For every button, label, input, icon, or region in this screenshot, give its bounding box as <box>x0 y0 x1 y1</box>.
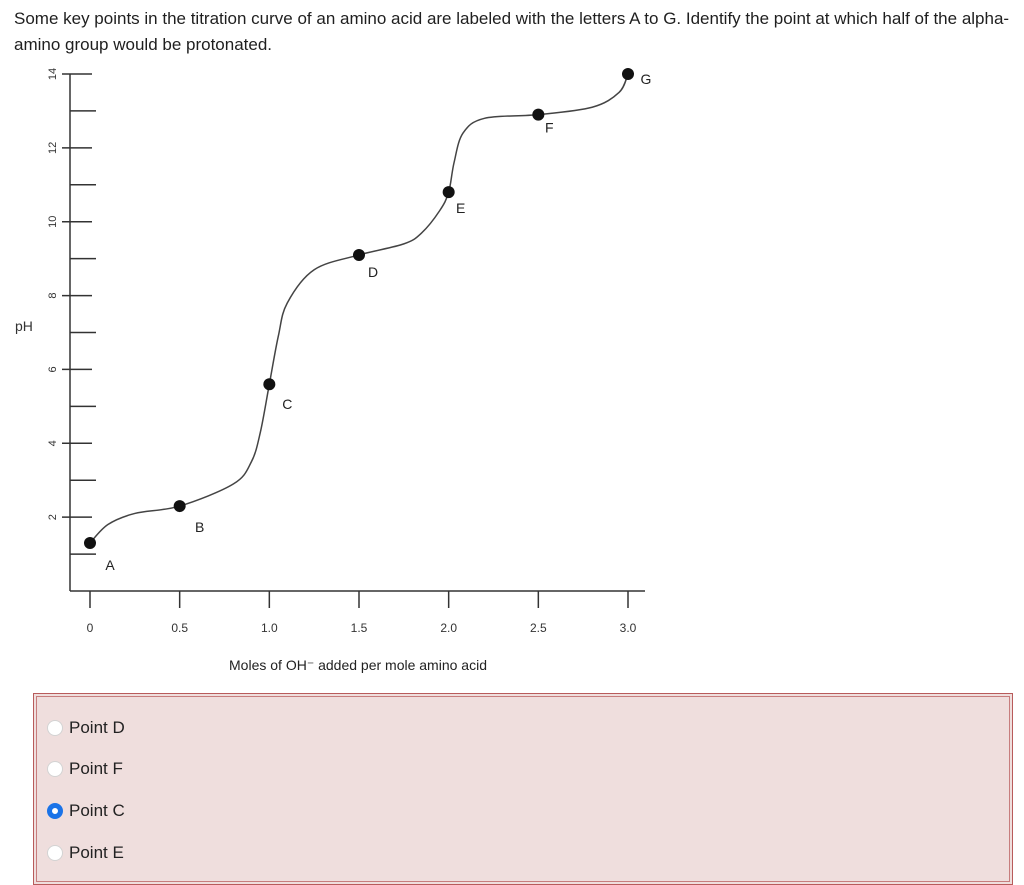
x-tick-label: 3.0 <box>620 621 637 635</box>
answer-options: Point D Point F Point C Point E <box>33 693 1013 885</box>
y-tick-label: 14 <box>47 68 59 80</box>
point-f-marker <box>532 108 545 121</box>
point-g-marker <box>622 68 634 80</box>
x-tick-label: 1.5 <box>351 621 368 635</box>
y-tick-label: 2 <box>47 514 59 520</box>
x-tick-label: 0 <box>87 621 94 635</box>
point-d-label: D <box>368 264 378 280</box>
titration-chart: 2 4 6 8 10 12 14 0 0.5 1.0 1.5 2.0 2.5 3.0 A B C D E F G pH… <box>15 68 652 673</box>
x-tick-label: 2.5 <box>530 621 547 635</box>
option-label: Point F <box>69 759 123 778</box>
point-b-marker <box>173 500 186 513</box>
radio-point-d[interactable] <box>47 720 63 736</box>
option-point-f[interactable]: Point F <box>47 756 123 782</box>
x-tick-label: 2.0 <box>440 621 457 635</box>
point-c-marker <box>263 378 276 391</box>
option-label: Point E <box>69 843 124 862</box>
point-b-label: B <box>195 519 204 535</box>
x-axis-label: Moles of OH⁻ added per mole amino acid <box>229 657 487 673</box>
y-tick-label: 8 <box>47 293 59 299</box>
point-a-label: A <box>105 557 115 573</box>
radio-point-c[interactable] <box>47 803 63 819</box>
option-label: Point D <box>69 718 125 737</box>
point-g-label: G <box>641 71 652 87</box>
radio-point-f[interactable] <box>47 761 63 777</box>
point-f-label: F <box>545 120 554 136</box>
y-tick-label: 12 <box>47 142 59 154</box>
y-axis-label: pH <box>15 318 33 334</box>
point-a-marker <box>84 536 96 549</box>
option-point-d[interactable]: Point D <box>47 715 125 741</box>
point-c-label: C <box>282 396 292 412</box>
option-point-c[interactable]: Point C <box>47 798 125 824</box>
titration-curve <box>89 73 629 544</box>
radio-point-e[interactable] <box>47 845 63 861</box>
option-label: Point C <box>69 801 125 820</box>
point-e-label: E <box>456 200 465 216</box>
point-d-marker <box>353 248 365 261</box>
y-tick-label: 6 <box>47 366 59 372</box>
option-point-e[interactable]: Point E <box>47 840 124 866</box>
question-text: Some key points in the titration curve o… <box>14 9 1010 54</box>
point-e-marker <box>442 186 455 199</box>
x-tick-label: 0.5 <box>171 621 188 635</box>
x-tick-label: 1.0 <box>261 621 278 635</box>
y-tick-label: 10 <box>47 216 59 228</box>
y-tick-label: 4 <box>47 440 59 446</box>
